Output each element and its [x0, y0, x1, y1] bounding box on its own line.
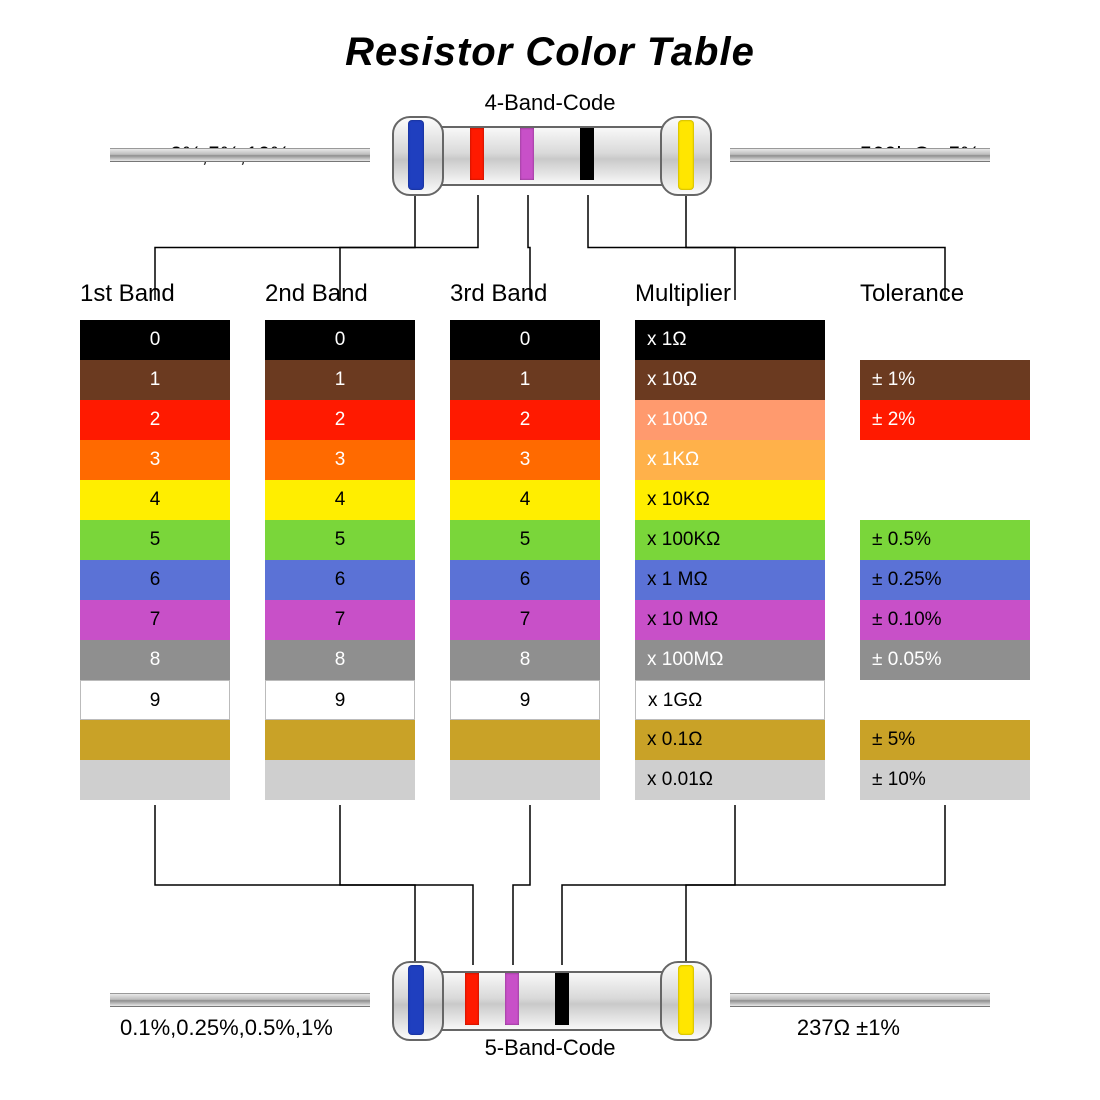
resistor-band [408, 965, 424, 1035]
color-swatch [450, 720, 600, 760]
color-swatch: 8 [80, 640, 230, 680]
color-swatch: 7 [450, 600, 600, 640]
resistor-band [465, 973, 479, 1025]
col-header: 3rd Band [450, 280, 600, 310]
resistor-lead [730, 148, 990, 162]
color-swatch [265, 760, 415, 800]
color-columns: 1st Band 0123456789 2nd Band 0123456789 … [80, 280, 1030, 800]
color-swatch: ± 0.25% [860, 560, 1030, 600]
color-swatch: x 100KΩ [635, 520, 825, 560]
color-swatch: ± 0.5% [860, 520, 1030, 560]
color-swatch: ± 0.10% [860, 600, 1030, 640]
color-swatch: 5 [450, 520, 600, 560]
color-swatch: 6 [80, 560, 230, 600]
color-swatch: 9 [265, 680, 415, 720]
color-swatch: ± 2% [860, 400, 1030, 440]
resistor-band [580, 128, 594, 180]
color-swatch: ± 0.05% [860, 640, 1030, 680]
color-swatch: 8 [265, 640, 415, 680]
color-swatch: 1 [265, 360, 415, 400]
color-swatch: x 10Ω [635, 360, 825, 400]
color-swatch: 3 [80, 440, 230, 480]
color-swatch: 9 [80, 680, 230, 720]
color-swatch: 7 [265, 600, 415, 640]
color-swatch: 1 [80, 360, 230, 400]
col-header: Tolerance [860, 280, 1030, 310]
color-swatch: 0 [80, 320, 230, 360]
color-swatch: 1 [450, 360, 600, 400]
color-swatch: 2 [80, 400, 230, 440]
color-swatch: 9 [450, 680, 600, 720]
color-swatch [450, 760, 600, 800]
resistor-band [555, 973, 569, 1025]
color-swatch: x 1Ω [635, 320, 825, 360]
color-swatch [265, 720, 415, 760]
col-multiplier: Multiplier x 1Ωx 10Ωx 100Ωx 1KΩx 10KΩx 1… [635, 280, 825, 800]
spacer [860, 680, 1030, 720]
color-swatch [80, 760, 230, 800]
color-swatch: 6 [450, 560, 600, 600]
color-swatch: x 10KΩ [635, 480, 825, 520]
color-swatch: x 0.1Ω [635, 720, 825, 760]
color-swatch: 8 [450, 640, 600, 680]
color-swatch: 3 [265, 440, 415, 480]
resistor-4band-label: 4-Band-Code [0, 90, 1100, 116]
color-swatch: x 1KΩ [635, 440, 825, 480]
page: Resistor Color Table 4-Band-Code 2%,5%,1… [0, 0, 1100, 1100]
color-swatch: ± 5% [860, 720, 1030, 760]
color-swatch: 4 [450, 480, 600, 520]
resistor-5band-right-text: 237Ω ±1% [797, 1015, 900, 1041]
color-swatch: 2 [450, 400, 600, 440]
col-header: 1st Band [80, 280, 230, 310]
col-header: Multiplier [635, 280, 825, 310]
resistor-band [520, 128, 534, 180]
color-swatch: x 1GΩ [635, 680, 825, 720]
resistor-band [408, 120, 424, 190]
color-swatch: 3 [450, 440, 600, 480]
resistor-band [678, 120, 694, 190]
color-swatch: 0 [265, 320, 415, 360]
color-swatch: 2 [265, 400, 415, 440]
color-swatch: 4 [80, 480, 230, 520]
spacer [860, 320, 1030, 360]
col-3rd-band: 3rd Band 0123456789 [450, 280, 600, 800]
resistor-lead [730, 993, 990, 1007]
color-swatch: 5 [265, 520, 415, 560]
spacer [860, 480, 1030, 520]
color-swatch: x 100Ω [635, 400, 825, 440]
color-swatch: 4 [265, 480, 415, 520]
col-tolerance: Tolerance ± 1%± 2%± 0.5%± 0.25%± 0.10%± … [860, 280, 1030, 800]
color-swatch: x 10 MΩ [635, 600, 825, 640]
resistor-lead [110, 148, 370, 162]
color-swatch: ± 1% [860, 360, 1030, 400]
col-2nd-band: 2nd Band 0123456789 [265, 280, 415, 800]
resistor-body [430, 126, 670, 186]
color-swatch: 0 [450, 320, 600, 360]
color-swatch: x 100MΩ [635, 640, 825, 680]
resistor-band [505, 973, 519, 1025]
color-swatch: x 0.01Ω [635, 760, 825, 800]
spacer [860, 440, 1030, 480]
color-swatch: 5 [80, 520, 230, 560]
resistor-lead [110, 993, 370, 1007]
color-swatch [80, 720, 230, 760]
color-swatch: 7 [80, 600, 230, 640]
page-title: Resistor Color Table [0, 30, 1100, 75]
col-1st-band: 1st Band 0123456789 [80, 280, 230, 800]
resistor-band [678, 965, 694, 1035]
resistor-5band-left-text: 0.1%,0.25%,0.5%,1% [120, 1015, 333, 1041]
resistor-band [470, 128, 484, 180]
col-header: 2nd Band [265, 280, 415, 310]
color-swatch: x 1 MΩ [635, 560, 825, 600]
color-swatch: 6 [265, 560, 415, 600]
color-swatch: ± 10% [860, 760, 1030, 800]
